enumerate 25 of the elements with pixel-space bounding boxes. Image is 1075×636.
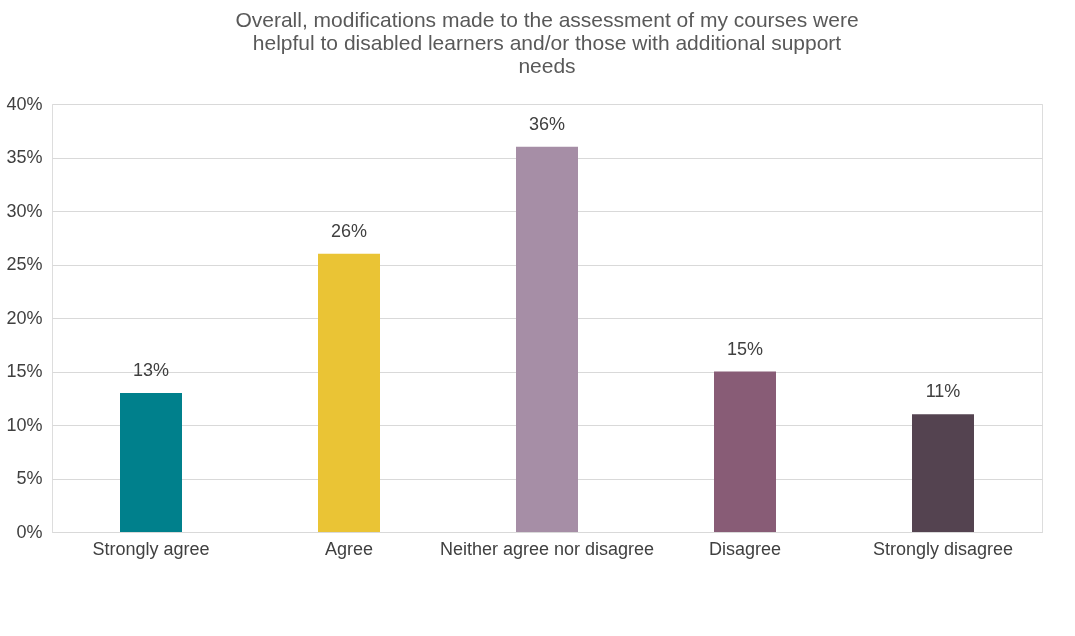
y-tick-label: 40% [6,93,43,114]
bar [912,414,974,532]
data-label: 36% [528,113,566,134]
data-label: 26% [330,220,368,241]
x-tick-label: Disagree [708,538,782,559]
y-tick-label: 25% [6,254,43,274]
chart-title: Overall, modifications made to the assessment of my courses were helpful to disabled learners and/or those with additional support needs [235,8,859,77]
bar [318,253,380,532]
bar [516,146,578,532]
y-tick-label: 15% [6,361,43,381]
data-label: 13% [132,359,170,380]
y-tick-label: 20% [6,307,43,328]
data-label: 15% [726,338,764,359]
x-tick-label: Strongly agree [92,538,210,559]
bar [120,392,182,532]
x-tick-label: Strongly disagree [872,538,1014,559]
x-tick-label: Agree [324,538,374,559]
y-tick-label: 10% [6,414,43,435]
y-tick-label: 5% [16,468,43,488]
y-tick-label: 0% [16,521,43,542]
bar [714,371,776,532]
data-label: 11% [925,381,961,402]
y-tick-label: 35% [6,147,43,167]
x-tick-label: Neither agree nor disagree [439,538,655,559]
y-tick-label: 30% [6,200,43,221]
